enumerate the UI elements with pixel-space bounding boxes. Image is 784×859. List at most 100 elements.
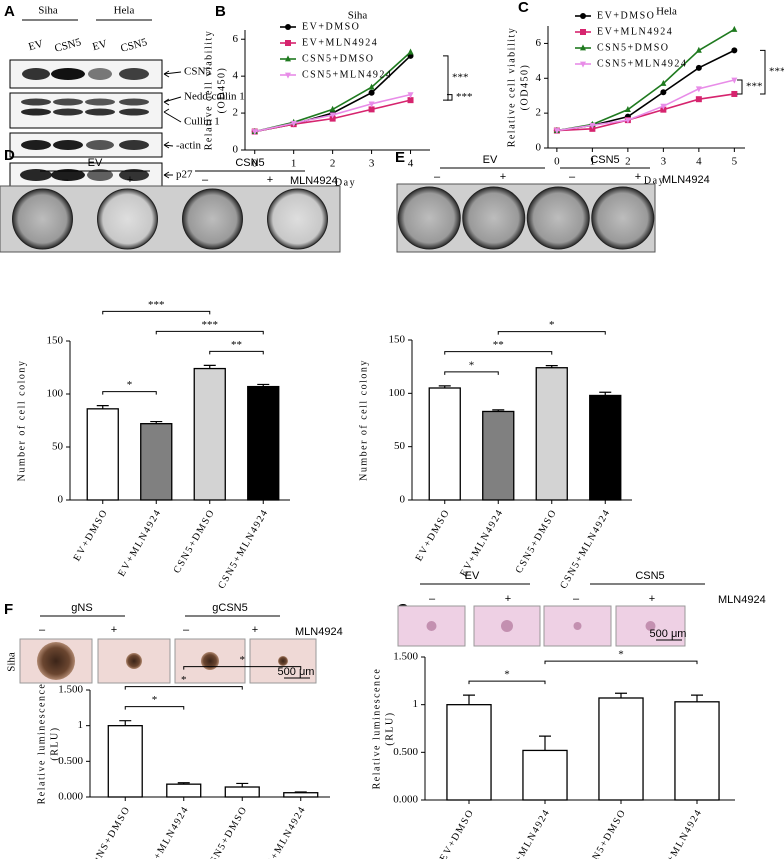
bar xyxy=(247,385,280,501)
bar xyxy=(674,701,720,801)
significance-bracket xyxy=(443,55,449,101)
bar xyxy=(428,387,461,501)
x-tick-label: CSN5+MLN4924 xyxy=(216,507,271,591)
significance-bracket xyxy=(183,666,302,670)
treatment: – xyxy=(434,171,441,183)
legend-marker xyxy=(285,40,291,46)
data-point xyxy=(731,25,738,32)
micrograph xyxy=(615,605,686,647)
x-tick-label: 5 xyxy=(732,156,738,168)
treatment: + xyxy=(127,174,133,186)
x-tick-label: CSN5+DMSO xyxy=(172,507,218,575)
y-axis-label: Number of cell colony xyxy=(16,360,27,482)
y-tick-label: 0.500 xyxy=(58,755,83,767)
arrow xyxy=(163,70,182,78)
significance-bracket xyxy=(544,660,698,665)
x-tick-label: 2 xyxy=(625,156,631,168)
well xyxy=(97,188,158,250)
y-axis-label: Relative luminescence xyxy=(371,668,382,790)
significance-label: * xyxy=(181,674,187,686)
band xyxy=(21,108,51,116)
significance-label: *** xyxy=(456,91,473,103)
x-tick-label: CSN5+MLN4924 xyxy=(558,507,613,591)
well xyxy=(182,188,243,250)
treatment: – xyxy=(573,593,580,605)
legend-label: CSN5+MLN4924 xyxy=(302,69,392,80)
y-axis-label: (OD450) xyxy=(519,64,530,111)
y-axis-label: Relative cell viability xyxy=(203,30,214,151)
data-point xyxy=(329,112,336,119)
treatment: + xyxy=(649,593,655,605)
group-label: CSN5 xyxy=(635,570,664,582)
legend-marker xyxy=(580,13,586,19)
y-tick-label: 0.000 xyxy=(58,791,83,803)
data-point xyxy=(368,83,375,90)
y-tick-label: 2 xyxy=(536,107,542,119)
error-bar xyxy=(257,383,270,387)
row-label: Siha xyxy=(6,652,18,672)
panel-label: A xyxy=(4,3,15,20)
treatment: – xyxy=(569,171,576,183)
x-tick-label: EV+DMSO xyxy=(438,807,477,859)
significance-bracket xyxy=(444,371,499,375)
band xyxy=(21,98,51,106)
well xyxy=(526,186,590,250)
bar xyxy=(224,786,260,798)
y-tick-label: 0 xyxy=(233,144,239,156)
error-bar xyxy=(615,692,627,698)
significance-bracket xyxy=(155,330,264,335)
y-tick-label: 6 xyxy=(233,33,239,45)
well xyxy=(591,186,655,250)
y-tick-label: 4 xyxy=(536,72,542,84)
y-tick-label: 50 xyxy=(394,440,406,452)
legend-label: EV+DMSO xyxy=(597,10,655,21)
y-tick-label: 4 xyxy=(233,70,239,82)
bar xyxy=(446,704,492,801)
colony xyxy=(501,620,513,632)
data-point xyxy=(589,122,596,129)
x-tick-label: 2 xyxy=(330,158,336,170)
treatment: – xyxy=(429,593,436,605)
x-axis-label: Day xyxy=(335,177,356,188)
bar xyxy=(535,367,568,501)
data-point xyxy=(407,97,414,104)
data-point xyxy=(407,92,414,99)
significance-label: * xyxy=(469,359,475,371)
x-tick-label: gNS+DMSO xyxy=(91,804,133,859)
x-tick-label: 1 xyxy=(291,158,297,170)
group-label: EV xyxy=(483,154,498,166)
band xyxy=(119,98,149,106)
legend-label: CSN5+DMSO xyxy=(302,53,375,64)
error-bar xyxy=(96,405,109,409)
band xyxy=(51,169,85,181)
x-tick-label: CSN5+DMSO xyxy=(583,807,629,859)
legend-marker xyxy=(580,29,586,35)
treatment: + xyxy=(252,624,258,636)
data-point xyxy=(368,101,375,108)
panel-label: C xyxy=(518,0,529,16)
y-tick-label: 100 xyxy=(389,387,406,399)
colony xyxy=(645,621,656,631)
y-tick-label: 0 xyxy=(400,494,406,506)
data-point xyxy=(695,46,702,53)
panel-label: E xyxy=(395,149,405,166)
band xyxy=(119,169,149,181)
significance-label: * xyxy=(152,694,158,706)
bar xyxy=(107,725,143,798)
treatment-name: MLN4924 xyxy=(718,594,766,606)
x-tick-label: EV+MLN4924 xyxy=(116,507,164,578)
band xyxy=(119,108,149,116)
x-tick-label: EV+DMSO xyxy=(414,507,453,563)
arrow xyxy=(163,171,173,179)
significance-bracket xyxy=(760,49,766,95)
bar xyxy=(140,423,173,501)
treatment: – xyxy=(183,624,190,636)
well xyxy=(267,188,328,250)
error-bar xyxy=(463,694,475,705)
y-axis-label: Number of cell colony xyxy=(358,359,369,481)
y-axis-label: Relative cell viability xyxy=(506,27,517,148)
legend-label: CSN5+DMSO xyxy=(597,42,670,53)
band-label: Nedd-cullin 1 xyxy=(184,91,245,103)
significance-bracket xyxy=(124,706,185,710)
group-label: CSN5 xyxy=(590,154,619,166)
